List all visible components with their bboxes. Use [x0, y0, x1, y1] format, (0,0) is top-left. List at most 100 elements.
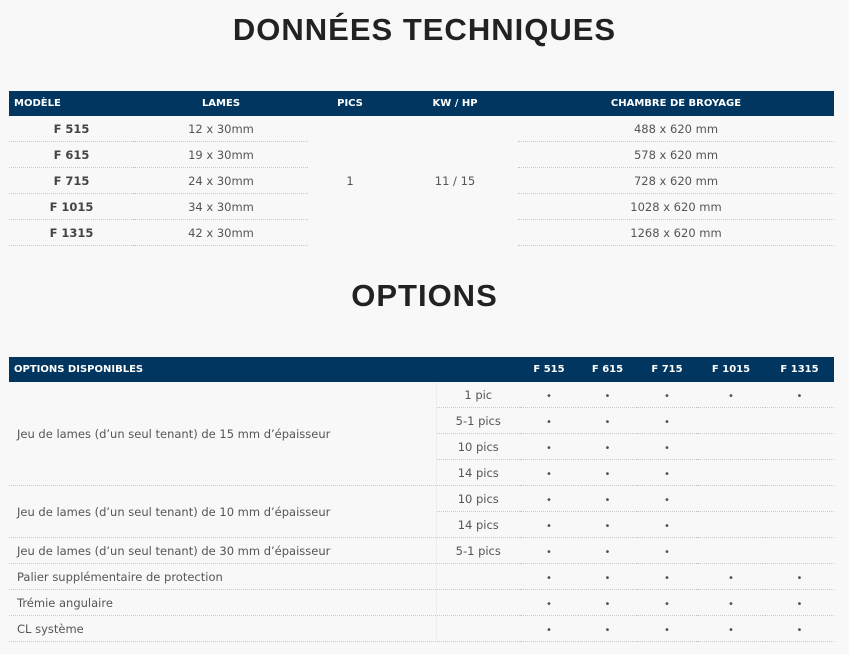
- available-dot-icon: •: [604, 468, 611, 480]
- availability-cell: [697, 407, 765, 434]
- availability-cell: •: [765, 382, 834, 408]
- chambre-cell: 488 x 620 mm: [518, 116, 834, 142]
- availability-cell: •: [637, 615, 697, 642]
- table-row: F 1015 34 x 30mm 1028 x 620 mm: [9, 193, 834, 220]
- available-dot-icon: •: [604, 416, 611, 428]
- available-dot-icon: •: [796, 598, 803, 610]
- availability-cell: •: [637, 382, 697, 408]
- option-sub: 14 pics: [435, 511, 520, 538]
- header-options: OPTIONS DISPONIBLES: [9, 357, 436, 382]
- tech-header-row: MODÈLE LAMES PICS KW / HP CHAMBRE DE BRO…: [9, 91, 834, 116]
- availability-cell: •: [578, 407, 637, 434]
- model-cell: F 1015: [9, 193, 134, 220]
- availability-cell: •: [520, 485, 578, 512]
- availability-cell: •: [637, 459, 697, 486]
- chambre-cell: 728 x 620 mm: [518, 167, 834, 194]
- table-row: F 715 24 x 30mm 728 x 620 mm: [9, 167, 834, 194]
- table-row: 14 pics • • •: [9, 459, 834, 486]
- availability-cell: •: [520, 589, 578, 616]
- header-chambre: CHAMBRE DE BROYAGE: [518, 91, 834, 116]
- availability-cell: •: [697, 615, 765, 642]
- available-dot-icon: •: [664, 468, 670, 480]
- availability-cell: •: [520, 459, 578, 486]
- availability-cell: [697, 485, 765, 512]
- availability-cell: [765, 459, 834, 486]
- available-dot-icon: •: [728, 572, 734, 584]
- header-f615: F 615: [578, 357, 637, 382]
- options-header-row: OPTIONS DISPONIBLES F 515 F 615 F 715 F …: [9, 357, 834, 382]
- available-dot-icon: •: [604, 624, 611, 636]
- availability-cell: •: [697, 589, 765, 616]
- option-sub: 5-1 pics: [435, 537, 520, 564]
- availability-cell: [765, 433, 834, 460]
- tech-title: DONNÉES TECHNIQUES: [232, 12, 617, 47]
- availability-cell: •: [578, 563, 637, 590]
- available-dot-icon: •: [604, 572, 611, 584]
- available-dot-icon: •: [664, 416, 670, 428]
- available-dot-icon: •: [664, 546, 670, 558]
- availability-cell: •: [578, 615, 637, 642]
- availability-cell: •: [578, 589, 637, 616]
- availability-cell: •: [637, 589, 697, 616]
- availability-cell: [697, 459, 765, 486]
- option-sub: [435, 615, 520, 642]
- availability-cell: •: [578, 433, 637, 460]
- lames-cell: 34 x 30mm: [134, 193, 308, 220]
- table-row: 10 pics • • •: [9, 433, 834, 460]
- lames-cell: 24 x 30mm: [134, 167, 308, 194]
- availability-cell: •: [697, 563, 765, 590]
- availability-cell: •: [520, 382, 578, 408]
- header-f1015: F 1015: [697, 357, 765, 382]
- header-lames: LAMES: [134, 91, 308, 116]
- chambre-cell: 1028 x 620 mm: [518, 193, 834, 220]
- model-cell: F 615: [9, 141, 134, 168]
- table-row: Jeu de lames (d’un seul tenant) de 10 mm…: [9, 485, 834, 538]
- available-dot-icon: •: [546, 572, 552, 584]
- availability-cell: •: [765, 615, 834, 642]
- option-label: Jeu de lames (d’un seul tenant) de 30 mm…: [9, 537, 436, 564]
- availability-cell: •: [697, 382, 765, 408]
- availability-cell: •: [765, 589, 834, 616]
- available-dot-icon: •: [546, 520, 552, 532]
- availability-cell: •: [520, 407, 578, 434]
- availability-cell: •: [578, 382, 637, 408]
- header-f715: F 715: [637, 357, 697, 382]
- availability-cell: •: [578, 537, 637, 564]
- available-dot-icon: •: [664, 390, 670, 402]
- availability-cell: •: [637, 407, 697, 434]
- lames-cell: 42 x 30mm: [134, 219, 308, 246]
- model-cell: F 515: [9, 116, 134, 142]
- availability-cell: [765, 511, 834, 538]
- availability-cell: [697, 433, 765, 460]
- available-dot-icon: •: [546, 442, 552, 454]
- available-dot-icon: •: [604, 520, 611, 532]
- available-dot-icon: •: [546, 546, 552, 558]
- option-label: Trémie angulaire: [9, 589, 436, 616]
- availability-cell: [765, 485, 834, 512]
- options-title: OPTIONS: [351, 278, 498, 313]
- table-row: 14 pics • • •: [9, 511, 834, 538]
- header-kw-hp: KW / HP: [392, 91, 518, 116]
- available-dot-icon: •: [796, 390, 803, 402]
- tech-table: MODÈLE LAMES PICS KW / HP CHAMBRE DE BRO…: [9, 91, 834, 246]
- kw-hp-cell: 11 / 15: [434, 173, 476, 188]
- options-table: OPTIONS DISPONIBLES F 515 F 615 F 715 F …: [9, 357, 834, 642]
- header-f1315: F 1315: [765, 357, 834, 382]
- option-label: Jeu de lames (d’un seul tenant) de 15 mm…: [9, 382, 436, 486]
- table-row: CL système • • • • •: [9, 615, 834, 642]
- option-sub: 10 pics: [435, 485, 520, 512]
- available-dot-icon: •: [664, 624, 670, 636]
- option-label: Jeu de lames (d’un seul tenant) de 10 mm…: [9, 485, 436, 538]
- availability-cell: [765, 537, 834, 564]
- header-sub: [436, 357, 520, 382]
- available-dot-icon: •: [546, 598, 552, 610]
- available-dot-icon: •: [664, 520, 670, 532]
- option-label: Palier supplémentaire de protection: [9, 563, 436, 590]
- availability-cell: •: [637, 563, 697, 590]
- model-cell: F 1315: [9, 219, 134, 246]
- availability-cell: •: [637, 433, 697, 460]
- table-row: F 615 19 x 30mm 578 x 620 mm: [9, 141, 834, 168]
- option-sub: [435, 589, 520, 616]
- availability-cell: •: [765, 563, 834, 590]
- available-dot-icon: •: [546, 468, 552, 480]
